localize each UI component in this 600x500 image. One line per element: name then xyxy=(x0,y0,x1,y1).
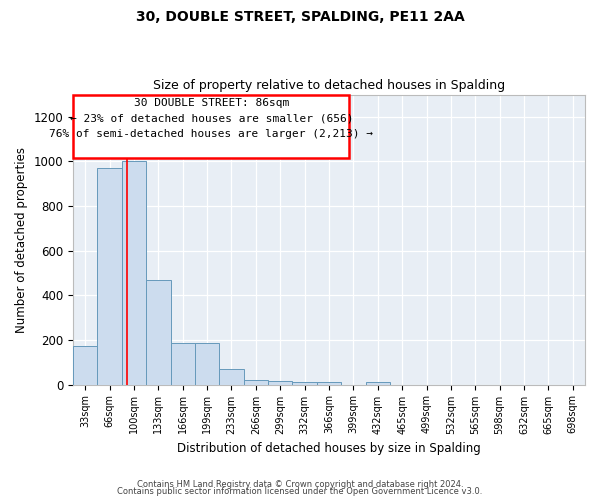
Title: Size of property relative to detached houses in Spalding: Size of property relative to detached ho… xyxy=(153,79,505,92)
Text: Contains public sector information licensed under the Open Government Licence v3: Contains public sector information licen… xyxy=(118,488,482,496)
Bar xyxy=(170,344,195,384)
Bar xyxy=(317,382,341,384)
Bar xyxy=(146,280,170,384)
Text: Contains HM Land Registry data © Crown copyright and database right 2024.: Contains HM Land Registry data © Crown c… xyxy=(137,480,463,489)
Bar xyxy=(122,162,146,384)
Bar xyxy=(220,368,244,384)
Bar xyxy=(97,168,122,384)
Y-axis label: Number of detached properties: Number of detached properties xyxy=(15,146,28,332)
Text: ← 23% of detached houses are smaller (656): ← 23% of detached houses are smaller (65… xyxy=(70,114,353,124)
Bar xyxy=(73,346,97,385)
Bar xyxy=(292,382,317,384)
Bar xyxy=(195,344,220,384)
Text: 30 DOUBLE STREET: 86sqm: 30 DOUBLE STREET: 86sqm xyxy=(134,98,289,108)
Text: 76% of semi-detached houses are larger (2,213) →: 76% of semi-detached houses are larger (… xyxy=(49,130,373,140)
Bar xyxy=(365,382,390,384)
X-axis label: Distribution of detached houses by size in Spalding: Distribution of detached houses by size … xyxy=(177,442,481,455)
Bar xyxy=(268,381,292,384)
Bar xyxy=(244,380,268,384)
Text: 30, DOUBLE STREET, SPALDING, PE11 2AA: 30, DOUBLE STREET, SPALDING, PE11 2AA xyxy=(136,10,464,24)
